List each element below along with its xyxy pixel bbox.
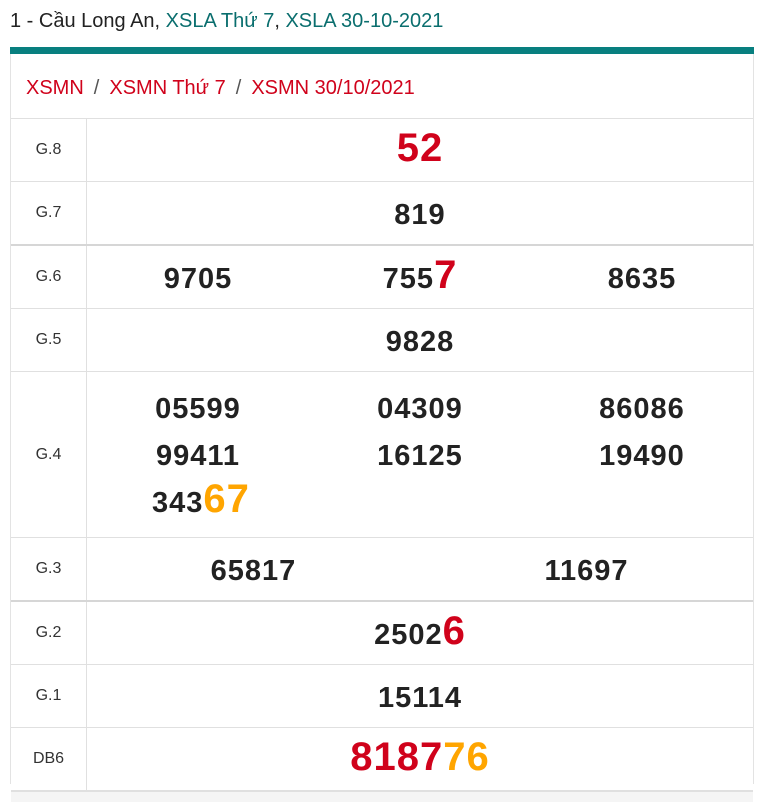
number-highlight: 67	[203, 477, 250, 521]
number-base: 05599	[155, 393, 241, 425]
prize-row: G.4 05599 04309 86086 99411 16125 19490 34367	[11, 371, 753, 538]
number-base: 04309	[377, 393, 463, 425]
number-base: 16125	[377, 440, 463, 472]
number-base: 819	[394, 198, 446, 231]
number-highlight: 52	[396, 125, 444, 170]
number-highlight: 76	[443, 734, 490, 779]
prize-values: 9828	[86, 308, 753, 372]
heading-link-xsla-thu7[interactable]: XSLA Thứ 7	[165, 10, 275, 32]
number-base: 8635	[607, 262, 677, 295]
breadcrumb: XSMN / XSMN Thứ 7 / XSMN 30/10/2021	[11, 54, 753, 118]
prize-number: 8635	[531, 254, 753, 301]
prize-number: 04309	[309, 384, 531, 431]
prize-number: 16125	[309, 431, 531, 478]
accent-bar	[10, 47, 754, 54]
prize-number: 19490	[531, 431, 753, 478]
prize-row: G.8 52	[11, 118, 753, 182]
number-base: 755	[382, 262, 435, 295]
number-highlight: 7	[434, 252, 458, 297]
breadcrumb-xsmn-thu7[interactable]: XSMN Thứ 7	[109, 77, 226, 99]
prize-label: G.1	[11, 664, 87, 728]
number-base: 19490	[599, 440, 685, 472]
prize-number: 86086	[531, 384, 753, 431]
prize-values: 9705 7557 8635	[86, 244, 753, 309]
number-base: 65817	[210, 554, 297, 587]
page-heading: 1 - Cầu Long An, XSLA Thứ 7, XSLA 30-10-…	[10, 10, 443, 33]
prize-row: G.5 9828	[11, 308, 753, 372]
prize-label: G.7	[11, 181, 87, 245]
prize-number: 15114	[87, 673, 753, 720]
prize-number: 11697	[420, 546, 753, 593]
prize-values: 15114	[86, 664, 753, 728]
number-base: 86086	[599, 393, 685, 425]
number-base: 99411	[155, 440, 240, 472]
prize-label: G.4	[11, 371, 87, 538]
number-base: 11697	[544, 554, 629, 587]
prize-label: G.6	[11, 244, 87, 309]
prize-row: G.2 25026	[11, 600, 753, 665]
prize-number: 65817	[87, 546, 420, 593]
prize-label: G.2	[11, 600, 87, 665]
prize-label: G.8	[11, 118, 87, 182]
prize-values: 65817 11697	[86, 537, 753, 601]
prize-label: G.3	[11, 537, 87, 601]
prize-label: DB6	[11, 727, 87, 790]
prize-row: DB6 818776	[11, 727, 753, 790]
prize-values: 05599 04309 86086 99411 16125 19490 34367	[86, 371, 753, 538]
breadcrumb-separator: /	[93, 77, 100, 99]
prize-values: 819	[86, 181, 753, 245]
prize-number: 9828	[87, 317, 753, 364]
results-table: G.8 52 G.7 819 G.6 9705 7557 8635 G.5 9828 G.4 0559…	[11, 118, 753, 790]
number-highlight: 6	[442, 608, 466, 653]
prize-number: 7557	[309, 252, 531, 301]
prize-values: 818776	[86, 727, 753, 790]
heading-comma: ,	[274, 10, 286, 32]
number-base: 2502	[374, 618, 443, 651]
breadcrumb-xsmn[interactable]: XSMN	[26, 77, 84, 99]
prize-label: G.5	[11, 308, 87, 372]
prize-number: 9705	[87, 254, 309, 301]
heading-prefix: 1 - Cầu Long An,	[10, 10, 166, 32]
prize-row: G.3 65817 11697	[11, 537, 753, 601]
prize-number: 05599	[87, 384, 309, 431]
number-base: 15114	[377, 681, 463, 714]
prize-values: 52	[86, 118, 753, 182]
prize-values: 25026	[86, 600, 753, 665]
prize-number: 34367	[87, 478, 309, 525]
number-base: 9705	[163, 262, 233, 295]
table-footer	[11, 790, 753, 802]
prize-number: 818776	[87, 734, 753, 783]
number-base: 343	[152, 487, 204, 519]
prize-row: G.6 9705 7557 8635	[11, 244, 753, 309]
prize-number: 52	[87, 125, 753, 174]
number-base: 8187	[350, 734, 444, 779]
prize-number: 25026	[87, 608, 753, 657]
heading-link-xsla-date[interactable]: XSLA 30-10-2021	[285, 10, 444, 32]
number-base: 9828	[385, 325, 455, 358]
breadcrumb-xsmn-date[interactable]: XSMN 30/10/2021	[251, 77, 415, 99]
prize-row: G.7 819	[11, 181, 753, 245]
results-box: XSMN / XSMN Thứ 7 / XSMN 30/10/2021 G.8 52 G.7…	[10, 54, 754, 802]
prize-row: G.1 15114	[11, 664, 753, 728]
prize-number: 819	[87, 190, 753, 237]
breadcrumb-separator: /	[235, 77, 242, 99]
prize-number: 99411	[87, 431, 309, 478]
